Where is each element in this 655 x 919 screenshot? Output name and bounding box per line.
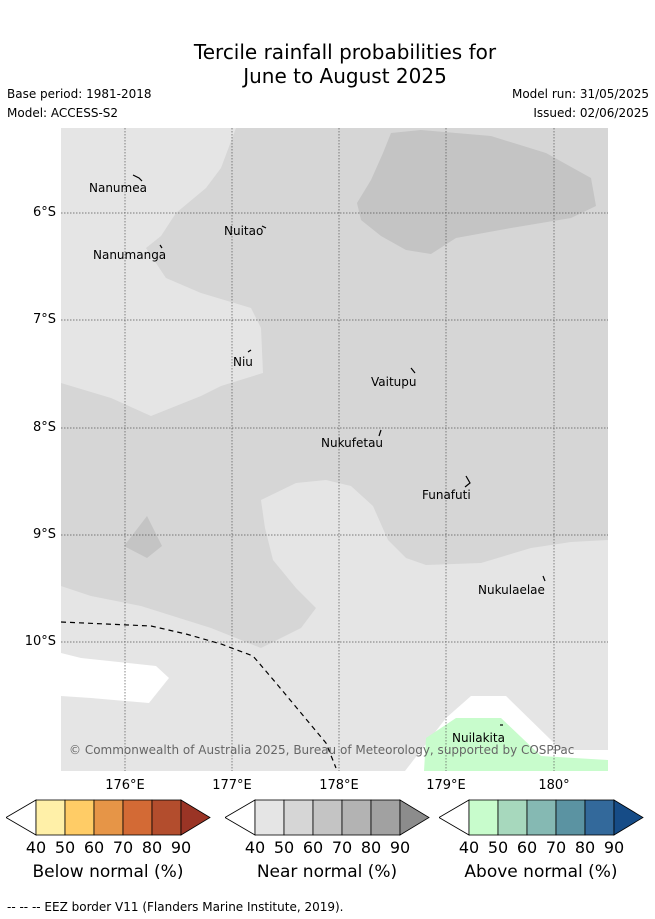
region-near-normal-60-70-w <box>124 516 162 558</box>
colorbar-max-extension <box>399 799 430 836</box>
colorbar-above-normal-label: Above normal (%) <box>464 862 618 882</box>
colorbar-tick-label: 50 <box>54 838 76 857</box>
lat-label: 7°S <box>32 312 56 327</box>
colorbar-swatch <box>555 799 586 836</box>
place-label: Nukufetau <box>321 436 384 450</box>
copyright-notice: © Commonwealth of Australia 2025, Bureau… <box>69 743 575 757</box>
base-period: Base period: 1981-2018 <box>7 87 152 101</box>
colorbar-tick-label: 50 <box>487 838 509 857</box>
region-above-normal-40-50-se <box>424 718 608 771</box>
colorbar-swatch <box>122 799 153 836</box>
colorbar-tick-label: 70 <box>545 838 567 857</box>
colorbar-swatch <box>151 799 182 836</box>
island-funafuti <box>464 475 471 488</box>
colorbar-min-extension <box>438 799 470 836</box>
colorbar-below-normal: 40 50 60 70 80 90 Below normal (%) <box>5 799 211 899</box>
colorbar-near-normal-swatches <box>224 799 430 836</box>
colorbar-swatch <box>254 799 285 836</box>
island-vaitupu <box>410 367 416 374</box>
colorbar-swatch <box>584 799 615 836</box>
colorbar-swatch <box>93 799 124 836</box>
colorbar-tick-label: 60 <box>83 838 105 857</box>
place-label: Nuilakita <box>452 731 505 745</box>
colorbar-tick-label: 40 <box>458 838 480 857</box>
colorbar-swatch <box>283 799 314 836</box>
colorbar-swatch <box>370 799 401 836</box>
lon-label: 176°E <box>105 778 145 793</box>
colorbar-tick-label: 80 <box>360 838 382 857</box>
region-nw-corner <box>61 128 111 163</box>
colorbar-swatch <box>64 799 95 836</box>
place-label: Vaitupu <box>371 375 417 389</box>
colorbar-min-extension <box>5 799 37 836</box>
colorbar-below-normal-swatches <box>5 799 211 836</box>
lon-label: 178°E <box>319 778 359 793</box>
lat-label: 10°S <box>24 634 56 649</box>
colorbar-below-normal-label: Below normal (%) <box>32 862 184 882</box>
colorbar-tick-label: 60 <box>302 838 324 857</box>
colorbar-max-extension <box>180 799 211 836</box>
issued-date: Issued: 02/06/2025 <box>533 106 649 120</box>
map-title: Tercile rainfall probabilities for June … <box>0 40 655 88</box>
title-line-1: Tercile rainfall probabilities for <box>193 40 497 64</box>
island-nanumanga <box>159 244 163 249</box>
colorbar-tick-label: 90 <box>603 838 625 857</box>
place-label: Nuitao <box>224 224 264 238</box>
model-run: Model run: 31/05/2025 <box>511 87 649 101</box>
region-near-normal-60-70-ne <box>357 130 596 254</box>
region-no-signal-sw <box>61 653 169 703</box>
lon-label: 179°E <box>426 778 466 793</box>
colorbar-tick-label: 90 <box>389 838 411 857</box>
region-near-normal-40-50-nw <box>61 128 263 416</box>
lat-label: 9°S <box>32 527 56 542</box>
colorbar-swatch <box>341 799 372 836</box>
place-label: Niu <box>233 355 253 369</box>
colorbar-tick-label: 40 <box>244 838 266 857</box>
lon-label: 177°E <box>212 778 252 793</box>
place-label: Nanumea <box>89 181 147 195</box>
colorbar-near-normal: 40 50 60 70 80 90 Near normal (%) <box>224 799 430 899</box>
colorbar-near-normal-label: Near normal (%) <box>256 862 398 882</box>
colorbar-min-extension <box>224 799 256 836</box>
island-nanumea <box>132 174 143 182</box>
eez-border <box>61 621 337 769</box>
eez-footnote: -- -- -- EEZ border V11 (Flanders Marine… <box>7 900 344 914</box>
place-label: Funafuti <box>422 488 471 502</box>
colorbar-max-extension <box>613 799 644 836</box>
colorbar-tick-label: 60 <box>516 838 538 857</box>
lat-label: 8°S <box>32 420 56 435</box>
lon-label: 180° <box>538 778 570 793</box>
graticule <box>61 128 608 771</box>
title-line-2: June to August 2025 <box>243 64 447 88</box>
colorbar-tick-label: 40 <box>25 838 47 857</box>
island-nukulaelae <box>542 575 546 582</box>
map-svg <box>61 128 608 771</box>
colorbar-tick-label: 90 <box>170 838 192 857</box>
model-name: Model: ACCESS-S2 <box>7 106 119 120</box>
island-shapes <box>132 174 546 726</box>
colorbar-tick-label: 70 <box>331 838 353 857</box>
colorbar-tick-label: 50 <box>273 838 295 857</box>
colorbar-swatch <box>526 799 557 836</box>
island-nuitao <box>261 225 267 229</box>
colorbar-swatch <box>35 799 66 836</box>
place-label: Nukulaelae <box>478 583 545 597</box>
colorbar-tick-label: 80 <box>141 838 163 857</box>
colorbar-swatch <box>312 799 343 836</box>
place-label: Nanumanga <box>93 248 167 262</box>
colorbar-above-normal-swatches <box>438 799 644 836</box>
island-niu <box>247 349 252 353</box>
lat-label: 6°S <box>32 205 56 220</box>
colorbar-swatch <box>468 799 499 836</box>
colorbar-above-normal: 40 50 60 70 80 90 Above normal (%) <box>438 799 644 899</box>
forecast-map: Nanumea Nuitao Nanumanga Niu Vaitupu Nuk… <box>61 128 608 771</box>
colorbar-swatch <box>497 799 528 836</box>
colorbar-tick-label: 70 <box>112 838 134 857</box>
colorbar-tick-label: 80 <box>574 838 596 857</box>
island-nukufetau <box>378 429 382 437</box>
